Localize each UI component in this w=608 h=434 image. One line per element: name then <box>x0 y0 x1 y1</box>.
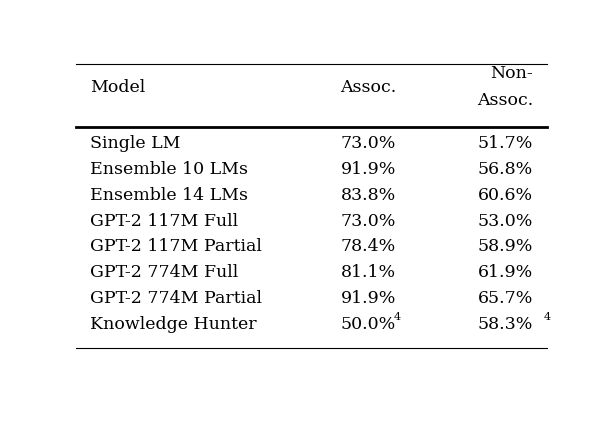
Text: 91.9%: 91.9% <box>340 290 396 307</box>
Text: 4: 4 <box>394 312 401 322</box>
Text: 58.3%: 58.3% <box>478 316 533 332</box>
Text: GPT-2 117M Partial: GPT-2 117M Partial <box>90 238 262 255</box>
Text: 73.0%: 73.0% <box>340 135 396 152</box>
Text: Ensemble 10 LMs: Ensemble 10 LMs <box>90 161 248 178</box>
Text: Single LM: Single LM <box>90 135 181 152</box>
Text: 78.4%: 78.4% <box>340 238 396 255</box>
Text: 56.8%: 56.8% <box>478 161 533 178</box>
Text: 60.6%: 60.6% <box>478 187 533 204</box>
Text: Assoc.: Assoc. <box>477 92 533 109</box>
Text: Model: Model <box>90 79 145 95</box>
Text: 81.1%: 81.1% <box>340 264 396 281</box>
Text: GPT-2 774M Full: GPT-2 774M Full <box>90 264 238 281</box>
Text: 50.0%: 50.0% <box>340 316 396 332</box>
Text: Knowledge Hunter: Knowledge Hunter <box>90 316 257 332</box>
Text: 53.0%: 53.0% <box>478 213 533 230</box>
Text: 73.0%: 73.0% <box>340 213 396 230</box>
Text: Ensemble 14 LMs: Ensemble 14 LMs <box>90 187 248 204</box>
Text: GPT-2 774M Partial: GPT-2 774M Partial <box>90 290 262 307</box>
Text: 83.8%: 83.8% <box>340 187 396 204</box>
Text: 61.9%: 61.9% <box>478 264 533 281</box>
Text: Non-: Non- <box>490 65 533 82</box>
Text: Assoc.: Assoc. <box>340 79 396 95</box>
Text: 58.9%: 58.9% <box>478 238 533 255</box>
Text: 91.9%: 91.9% <box>340 161 396 178</box>
Text: 51.7%: 51.7% <box>478 135 533 152</box>
Text: 4: 4 <box>544 312 551 322</box>
Text: 65.7%: 65.7% <box>478 290 533 307</box>
Text: GPT-2 117M Full: GPT-2 117M Full <box>90 213 238 230</box>
